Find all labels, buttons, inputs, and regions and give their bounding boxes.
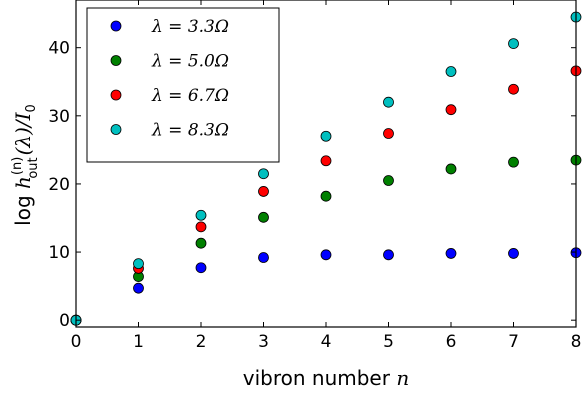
x-tick-label: 1 (133, 332, 144, 352)
x-tick-label: 2 (196, 332, 207, 352)
legend-entry: λ = 5.0Ω (110, 52, 229, 72)
data-point (508, 248, 519, 259)
data-point (195, 237, 207, 249)
y-tick-label: 30 (48, 107, 70, 127)
data-point (508, 83, 519, 95)
legend-marker (110, 124, 122, 135)
data-point (195, 209, 207, 221)
data-point (320, 155, 332, 167)
data-point (445, 248, 457, 259)
y-tick-label: 10 (48, 243, 70, 263)
legend-box (86, 7, 280, 163)
axis-ticks: 0 1 2 3 4 5 6 7 8 0 10 20 30 40 (48, 0, 581, 352)
data-point (508, 156, 519, 168)
x-tick-label: 0 (71, 332, 82, 352)
plot-area (70, 11, 582, 326)
data-point (383, 175, 394, 186)
data-point (320, 249, 332, 261)
data-point (320, 130, 332, 142)
legend-entry: λ = 6.7Ω (110, 86, 229, 106)
series-2 (70, 154, 582, 326)
y-tick-label: 20 (48, 175, 70, 195)
data-point (383, 128, 394, 139)
legend-label: λ = 8.3Ω (151, 121, 229, 141)
legend-label: λ = 6.7Ω (151, 86, 229, 106)
x-tick-label: 4 (321, 332, 332, 352)
data-point (258, 211, 269, 223)
legend-marker (110, 20, 122, 32)
x-axis-label: vibron number n (243, 366, 409, 390)
legend-label: λ = 5.0Ω (151, 52, 229, 72)
series-1 (70, 247, 582, 326)
data-point (133, 258, 144, 270)
data-point (445, 104, 457, 116)
legend-entry: λ = 3.3Ω (110, 17, 229, 37)
data-point (445, 163, 457, 175)
x-tick-label: 3 (258, 332, 269, 352)
x-tick-label: 8 (571, 332, 582, 352)
data-point (383, 96, 394, 108)
legend: λ = 3.3Ω λ = 5.0Ω λ = 6.7Ω λ = 8.3Ω (86, 7, 280, 163)
y-tick-label: 0 (59, 311, 70, 331)
data-point (258, 252, 269, 263)
y-axis-label: log h(n)out(λ)/I0 (10, 104, 41, 226)
legend-marker (110, 89, 122, 101)
x-tick-label: 7 (508, 332, 519, 352)
y-tick-label: 40 (48, 39, 70, 59)
data-point (258, 186, 269, 197)
x-tick-label: 6 (446, 332, 457, 352)
series-3 (70, 65, 582, 326)
legend-label: λ = 3.3Ω (151, 17, 229, 37)
data-point (383, 249, 394, 261)
data-point (445, 66, 457, 77)
legend-entry: λ = 8.3Ω (110, 121, 229, 141)
x-tick-label: 5 (383, 332, 394, 352)
legend-marker (110, 55, 122, 66)
data-point (133, 282, 144, 294)
data-point (508, 38, 519, 49)
data-point (195, 262, 207, 274)
data-point (320, 190, 332, 202)
data-point (195, 221, 207, 233)
data-point (258, 168, 269, 180)
